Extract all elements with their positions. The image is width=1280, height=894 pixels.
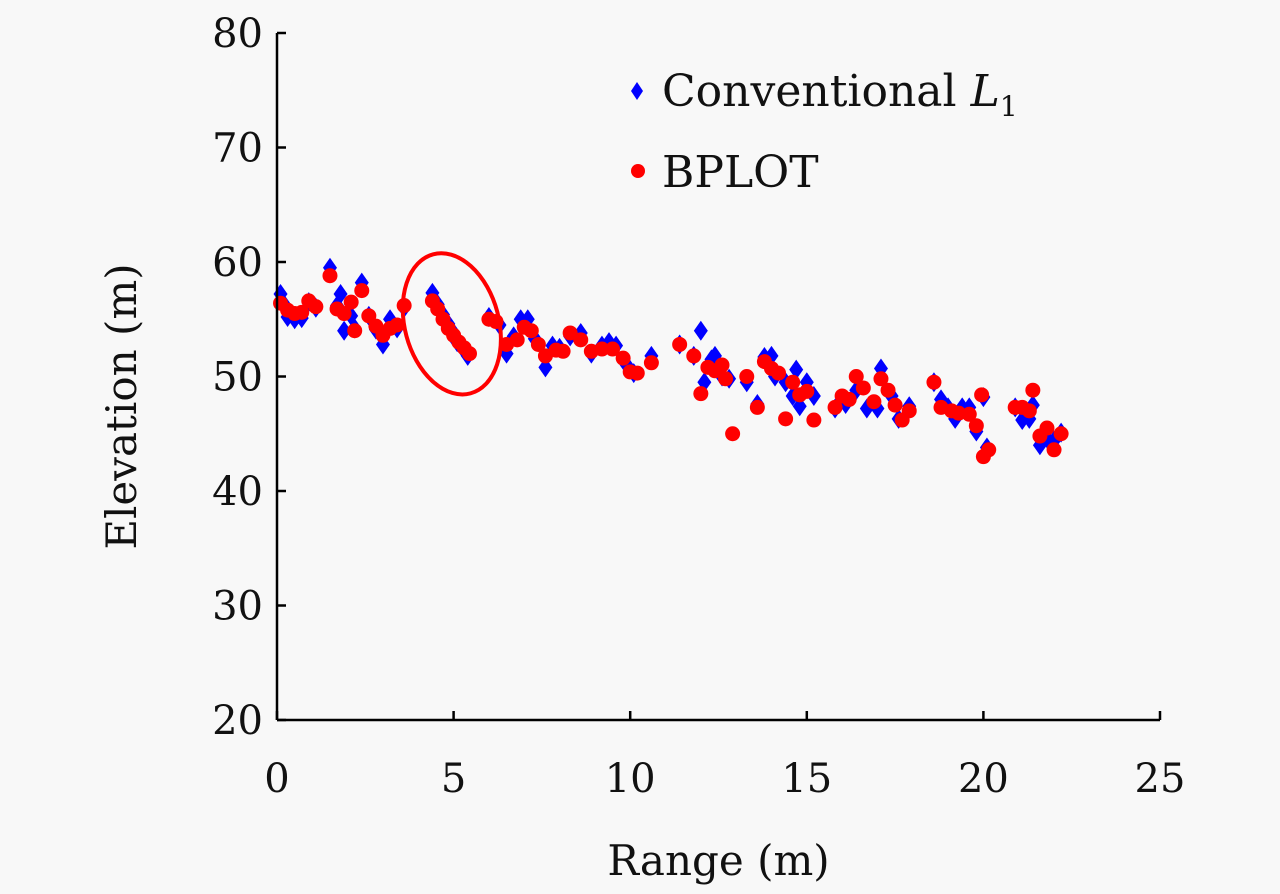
data-point-bplot: [887, 397, 903, 413]
series-conventional-l1: [273, 257, 1069, 458]
data-point-bplot: [880, 382, 896, 398]
data-point-bplot: [981, 442, 997, 458]
y-tick-label: 20: [212, 698, 263, 744]
data-point-bplot: [347, 323, 363, 339]
y-tick-label: 40: [212, 469, 263, 515]
data-point-conventional-l1: [693, 320, 708, 341]
data-point-bplot: [749, 399, 765, 415]
data-point-bplot: [866, 394, 882, 410]
axes: 20 30 40 50 60 70 80 0 5 10 15 20 25: [212, 11, 1185, 802]
data-point-bplot: [827, 399, 843, 415]
y-tick-label: 50: [212, 355, 263, 401]
data-point-bplot: [855, 380, 871, 396]
x-tick-label: 25: [1135, 756, 1186, 802]
legend-label-subscript: 1: [1000, 90, 1018, 123]
data-point-bplot: [672, 336, 688, 352]
data-point-bplot: [615, 350, 631, 366]
data-point-bplot: [523, 323, 539, 339]
x-tick-label: 15: [781, 756, 832, 802]
y-ticks: 20 30 40 50 60 70 80: [212, 11, 286, 744]
data-point-bplot: [555, 343, 571, 359]
y-tick-label: 60: [212, 240, 263, 286]
data-point-bplot: [926, 374, 942, 390]
data-point-bplot: [573, 332, 589, 348]
data-point-bplot: [643, 355, 659, 371]
data-point-bplot: [1021, 403, 1037, 419]
data-point-bplot: [509, 332, 525, 348]
data-point-bplot: [873, 371, 889, 387]
data-point-bplot: [806, 412, 822, 428]
y-tick-label: 80: [212, 11, 263, 57]
data-point-bplot: [686, 348, 702, 364]
data-point-bplot: [1046, 442, 1062, 458]
legend-circle-marker: [631, 164, 645, 178]
x-tick-label: 10: [605, 756, 656, 802]
x-tick-label: 0: [264, 756, 289, 802]
data-point-conventional-l1: [337, 320, 352, 341]
data-point-bplot: [714, 357, 730, 373]
x-tick-label: 20: [958, 756, 1009, 802]
data-point-bplot: [974, 387, 990, 403]
data-point-bplot: [771, 365, 787, 381]
legend-label-bplot: BPLOT: [662, 147, 819, 198]
data-point-bplot: [693, 386, 709, 402]
y-tick-label: 70: [212, 126, 263, 172]
data-point-bplot: [1025, 382, 1041, 398]
data-point-bplot: [961, 406, 977, 422]
data-point-bplot: [778, 411, 794, 427]
data-point-bplot: [322, 268, 338, 284]
x-tick-label: 5: [441, 756, 466, 802]
legend-diamond-marker: [631, 82, 643, 100]
data-point-bplot: [901, 403, 917, 419]
data-point-bplot: [562, 325, 578, 341]
x-axis-title: Range (m): [607, 836, 829, 885]
data-point-bplot: [725, 426, 741, 442]
legend-label-text: Conventional: [662, 66, 971, 117]
data-point-bplot: [739, 369, 755, 384]
data-point-bplot: [336, 306, 352, 322]
data-point-bplot: [354, 283, 370, 299]
data-point-bplot: [605, 341, 621, 357]
data-point-bplot: [308, 299, 324, 315]
y-axis-title: Elevation (m): [97, 263, 146, 549]
data-point-bplot: [841, 391, 857, 407]
data-point-bplot: [718, 371, 734, 387]
data-point-bplot: [594, 341, 610, 357]
data-point-bplot: [294, 304, 310, 320]
data-point-bplot: [785, 374, 801, 390]
legend-label-math: L: [970, 66, 1000, 117]
data-point-bplot: [389, 317, 405, 333]
data-point-bplot: [799, 383, 815, 399]
data-point-bplot: [461, 346, 477, 362]
data-point-bplot: [629, 365, 645, 381]
highlight-ellipse: [400, 251, 503, 397]
data-point-conventional-l1: [333, 284, 348, 305]
data-point-bplot: [848, 369, 864, 384]
y-tick-label: 30: [212, 584, 263, 630]
legend: Conventional L1 BPLOT: [631, 66, 1018, 198]
series-bplot: [273, 268, 1069, 465]
data-point-bplot: [530, 336, 546, 352]
data-point-conventional-l1: [789, 359, 804, 380]
data-point-bplot: [343, 294, 359, 310]
data-point-bplot: [1053, 426, 1069, 442]
legend-label-conventional-l1: Conventional L1: [662, 66, 1018, 123]
x-ticks: 0 5 10 15 20 25: [264, 711, 1185, 802]
data-point-bplot: [1039, 420, 1055, 436]
data-point-bplot: [968, 418, 984, 434]
